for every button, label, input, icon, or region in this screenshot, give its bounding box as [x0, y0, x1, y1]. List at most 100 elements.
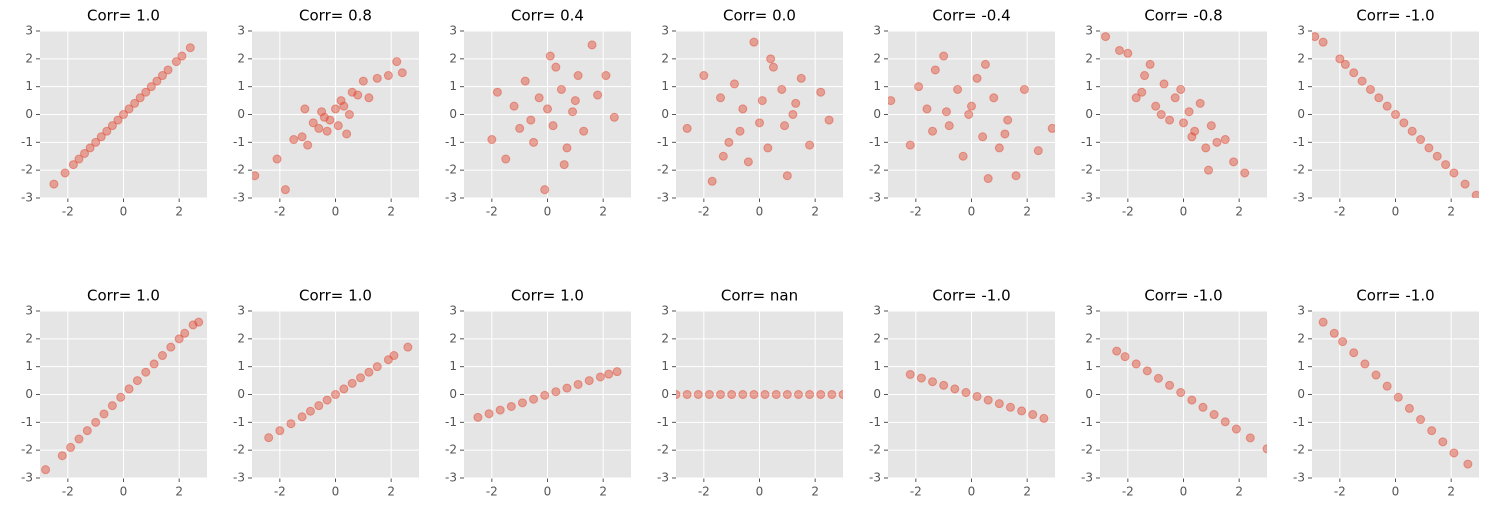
point [372, 362, 382, 372]
point [551, 387, 561, 397]
y-tick-label: 2 [237, 51, 245, 65]
x-tick-label: 2 [599, 205, 607, 219]
point [1151, 101, 1161, 111]
point [353, 90, 363, 100]
point [305, 406, 315, 416]
y-tick-label: 2 [237, 331, 245, 345]
point [796, 73, 806, 83]
point [983, 395, 993, 405]
point [1374, 93, 1384, 103]
subplot-title: Corr= 1.0 [87, 287, 160, 305]
point [1365, 84, 1375, 94]
point [1019, 84, 1029, 94]
y-tick-label: 3 [1085, 24, 1093, 38]
point [107, 401, 117, 411]
point [1382, 101, 1392, 111]
point [1407, 126, 1417, 136]
point [961, 388, 971, 398]
point [1212, 137, 1222, 147]
point [331, 390, 340, 399]
point [905, 369, 915, 379]
y-tick-label: -3 [445, 471, 457, 485]
subplot: -2 0 2 -3 -2 -1 0 1 2 3 Corr= -1.0 [1293, 7, 1479, 219]
point [707, 176, 717, 186]
point [1449, 168, 1459, 178]
point [1112, 346, 1122, 356]
x-tick-label: 0 [1180, 205, 1188, 219]
y-tick-label: 2 [1297, 331, 1305, 345]
point [280, 185, 290, 195]
points [264, 342, 413, 443]
point [1371, 370, 1381, 380]
y-tick-label: -1 [1081, 415, 1093, 429]
subplot: -2 0 2 -3 -2 -1 0 1 2 3 Corr= 0.0 [657, 7, 843, 219]
point [174, 334, 184, 344]
point [185, 43, 195, 53]
point [1120, 352, 1130, 362]
point [1039, 413, 1049, 423]
point [930, 65, 940, 75]
point [793, 390, 803, 399]
x-tick-label: 2 [387, 205, 395, 219]
point [543, 104, 552, 114]
point [1047, 123, 1055, 133]
point [989, 93, 999, 103]
y-tick-label: 3 [25, 24, 33, 38]
point [888, 96, 896, 106]
point [1184, 107, 1194, 117]
point [768, 62, 778, 72]
point [573, 379, 583, 389]
x-tick-label: -2 [698, 485, 710, 499]
point [1140, 71, 1150, 81]
point [331, 104, 340, 114]
point [152, 76, 162, 86]
point [534, 93, 544, 103]
point [1165, 380, 1175, 390]
x-tick-label: 0 [544, 485, 552, 499]
subplot: -2 0 2 -3 -2 -1 0 1 2 3 Corr= 1.0 [21, 287, 207, 499]
y-tick-label: 1 [25, 359, 33, 373]
point [1229, 157, 1239, 167]
point [771, 390, 781, 399]
point [738, 390, 748, 399]
point [699, 71, 709, 81]
point [1262, 444, 1267, 454]
point [978, 132, 988, 142]
point [724, 137, 734, 147]
point [314, 401, 324, 411]
x-tick-label: -2 [1334, 485, 1346, 499]
point [1220, 135, 1230, 145]
point [928, 377, 938, 387]
y-tick-label: -2 [21, 443, 33, 457]
y-tick-label: 1 [1085, 359, 1093, 373]
point [964, 110, 974, 119]
y-tick-label: 2 [25, 51, 33, 65]
y-tick-label: -1 [657, 135, 669, 149]
y-tick-label: -2 [1081, 443, 1093, 457]
point [1156, 110, 1166, 119]
point [682, 390, 692, 399]
point [766, 54, 776, 64]
y-tick-label: 3 [873, 304, 881, 318]
point [1360, 359, 1370, 369]
y-tick-label: 3 [1297, 304, 1305, 318]
subplot-title: Corr= -1.0 [1356, 7, 1434, 25]
point [116, 392, 126, 402]
point [1220, 417, 1230, 427]
x-tick-label: 2 [175, 485, 183, 499]
y-tick-label: -1 [21, 415, 33, 429]
point [303, 140, 313, 150]
point [85, 143, 95, 153]
subplot: -2 0 2 -3 -2 -1 0 1 2 3 Corr= 0.4 [445, 7, 631, 219]
x-tick-label: 2 [811, 205, 819, 219]
y-tick-label: 0 [25, 387, 33, 401]
point [102, 126, 112, 136]
x-tick-label: 2 [1023, 205, 1031, 219]
point [1131, 359, 1141, 369]
point [135, 93, 145, 103]
point [716, 390, 726, 399]
point [1416, 135, 1426, 145]
point [141, 367, 151, 377]
y-tick-label: -2 [445, 163, 457, 177]
x-tick-label: 2 [1447, 205, 1455, 219]
